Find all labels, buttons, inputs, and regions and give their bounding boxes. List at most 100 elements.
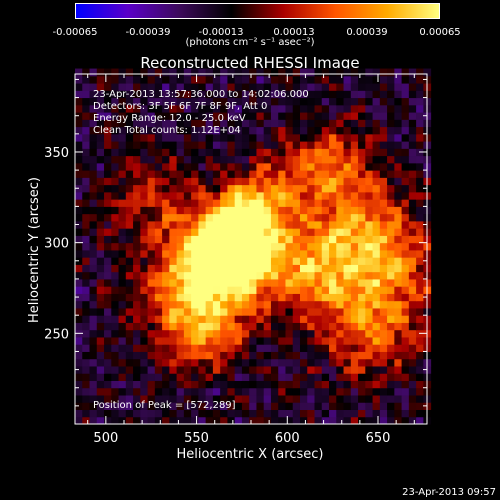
heatmap-cell: [365, 394, 374, 403]
heatmap-cell: [343, 278, 352, 287]
heatmap-cell: [125, 242, 134, 251]
heatmap-cell: [162, 322, 170, 331]
heatmap-cell: [394, 394, 403, 403]
heatmap-cell: [270, 75, 279, 84]
heatmap-cell: [118, 278, 127, 287]
heatmap-cell: [372, 380, 381, 389]
heatmap-cell: [176, 119, 185, 128]
heatmap-cell: [263, 344, 272, 352]
heatmap-cell: [198, 300, 207, 309]
heatmap-cell: [82, 307, 91, 316]
heatmap-cell: [234, 104, 243, 113]
heatmap-cell: [89, 162, 98, 171]
heatmap-cell: [191, 235, 199, 244]
heatmap-cell: [358, 148, 366, 157]
heatmap-cell: [198, 358, 207, 367]
heatmap-cell: [104, 213, 112, 222]
heatmap-cell: [401, 235, 410, 244]
heatmap-cell: [183, 119, 192, 128]
heatmap-cell: [263, 249, 272, 258]
heatmap-cell: [220, 409, 228, 418]
heatmap-cell: [154, 97, 163, 106]
heatmap-cell: [191, 155, 199, 164]
heatmap-cell: [169, 380, 178, 389]
heatmap-cell: [176, 394, 185, 403]
heatmap-cell: [154, 387, 163, 396]
heatmap-cell: [358, 177, 366, 186]
heatmap-cell: [379, 351, 388, 360]
heatmap-cell: [263, 112, 272, 120]
heatmap-cell: [408, 126, 417, 135]
heatmap-cell: [278, 68, 286, 77]
heatmap-cell: [270, 409, 279, 418]
heatmap-cell: [104, 351, 112, 360]
heatmap-cell: [365, 344, 374, 352]
heatmap-cell: [162, 416, 170, 425]
heatmap-cell: [82, 394, 91, 403]
heatmap-cell: [183, 126, 192, 135]
heatmap-cell: [154, 133, 163, 142]
heatmap-cell: [125, 264, 134, 273]
heatmap-cell: [387, 104, 395, 113]
heatmap-cell: [379, 199, 388, 207]
heatmap-cell: [234, 351, 243, 360]
heatmap-cell: [75, 271, 83, 280]
heatmap-cell: [350, 249, 359, 258]
heatmap-cell: [154, 191, 163, 200]
heatmap-cell: [89, 133, 98, 142]
heatmap-cell: [220, 365, 228, 374]
heatmap-cell: [350, 344, 359, 352]
heatmap-cell: [111, 213, 120, 222]
heatmap-cell: [379, 184, 388, 193]
heatmap-cell: [111, 351, 120, 360]
heatmap-cell: [358, 119, 366, 128]
heatmap-cell: [401, 83, 410, 91]
heatmap-cell: [416, 264, 424, 273]
heatmap-cell: [256, 409, 265, 418]
heatmap-cell: [111, 242, 120, 251]
heatmap-cell: [307, 257, 316, 265]
heatmap-cell: [408, 416, 417, 425]
heatmap-cell: [89, 380, 98, 389]
heatmap-cell: [220, 351, 228, 360]
y-tick-label: 300: [44, 237, 69, 252]
heatmap-cell: [299, 416, 308, 425]
heatmap-cell: [249, 206, 257, 215]
heatmap-cell: [372, 199, 381, 207]
heatmap-cell: [299, 409, 308, 418]
heatmap-cell: [183, 242, 192, 251]
heatmap-cell: [198, 336, 207, 345]
heatmap-cell: [140, 177, 149, 186]
heatmap-cell: [104, 228, 112, 236]
heatmap-cell: [96, 293, 105, 302]
heatmap-cell: [241, 257, 250, 265]
heatmap-cell: [307, 329, 316, 338]
heatmap-cell: [125, 119, 134, 128]
heatmap-cell: [329, 184, 337, 193]
heatmap-cell: [394, 322, 403, 331]
heatmap-cell: [394, 206, 403, 215]
heatmap-cell: [176, 148, 185, 157]
heatmap-cell: [234, 133, 243, 142]
heatmap-cell: [408, 162, 417, 171]
heatmap-cell: [329, 373, 337, 381]
heatmap-cell: [241, 213, 250, 222]
heatmap-cell: [89, 344, 98, 352]
heatmap-cell: [278, 293, 286, 302]
heatmap-cell: [336, 365, 345, 374]
heatmap-cell: [104, 307, 112, 316]
heatmap-cell: [89, 242, 98, 251]
heatmap-cell: [82, 416, 91, 425]
heatmap-cell: [220, 206, 228, 215]
heatmap-cell: [234, 344, 243, 352]
heatmap-cell: [176, 206, 185, 215]
heatmap-cell: [372, 315, 381, 323]
heatmap-cell: [249, 257, 257, 265]
heatmap-cell: [336, 68, 345, 77]
heatmap-cell: [96, 307, 105, 316]
heatmap-cell: [140, 409, 149, 418]
heatmap-cell: [365, 75, 374, 84]
heatmap-cell: [212, 220, 221, 229]
heatmap-cell: [321, 329, 330, 338]
heatmap-cell: [314, 300, 323, 309]
